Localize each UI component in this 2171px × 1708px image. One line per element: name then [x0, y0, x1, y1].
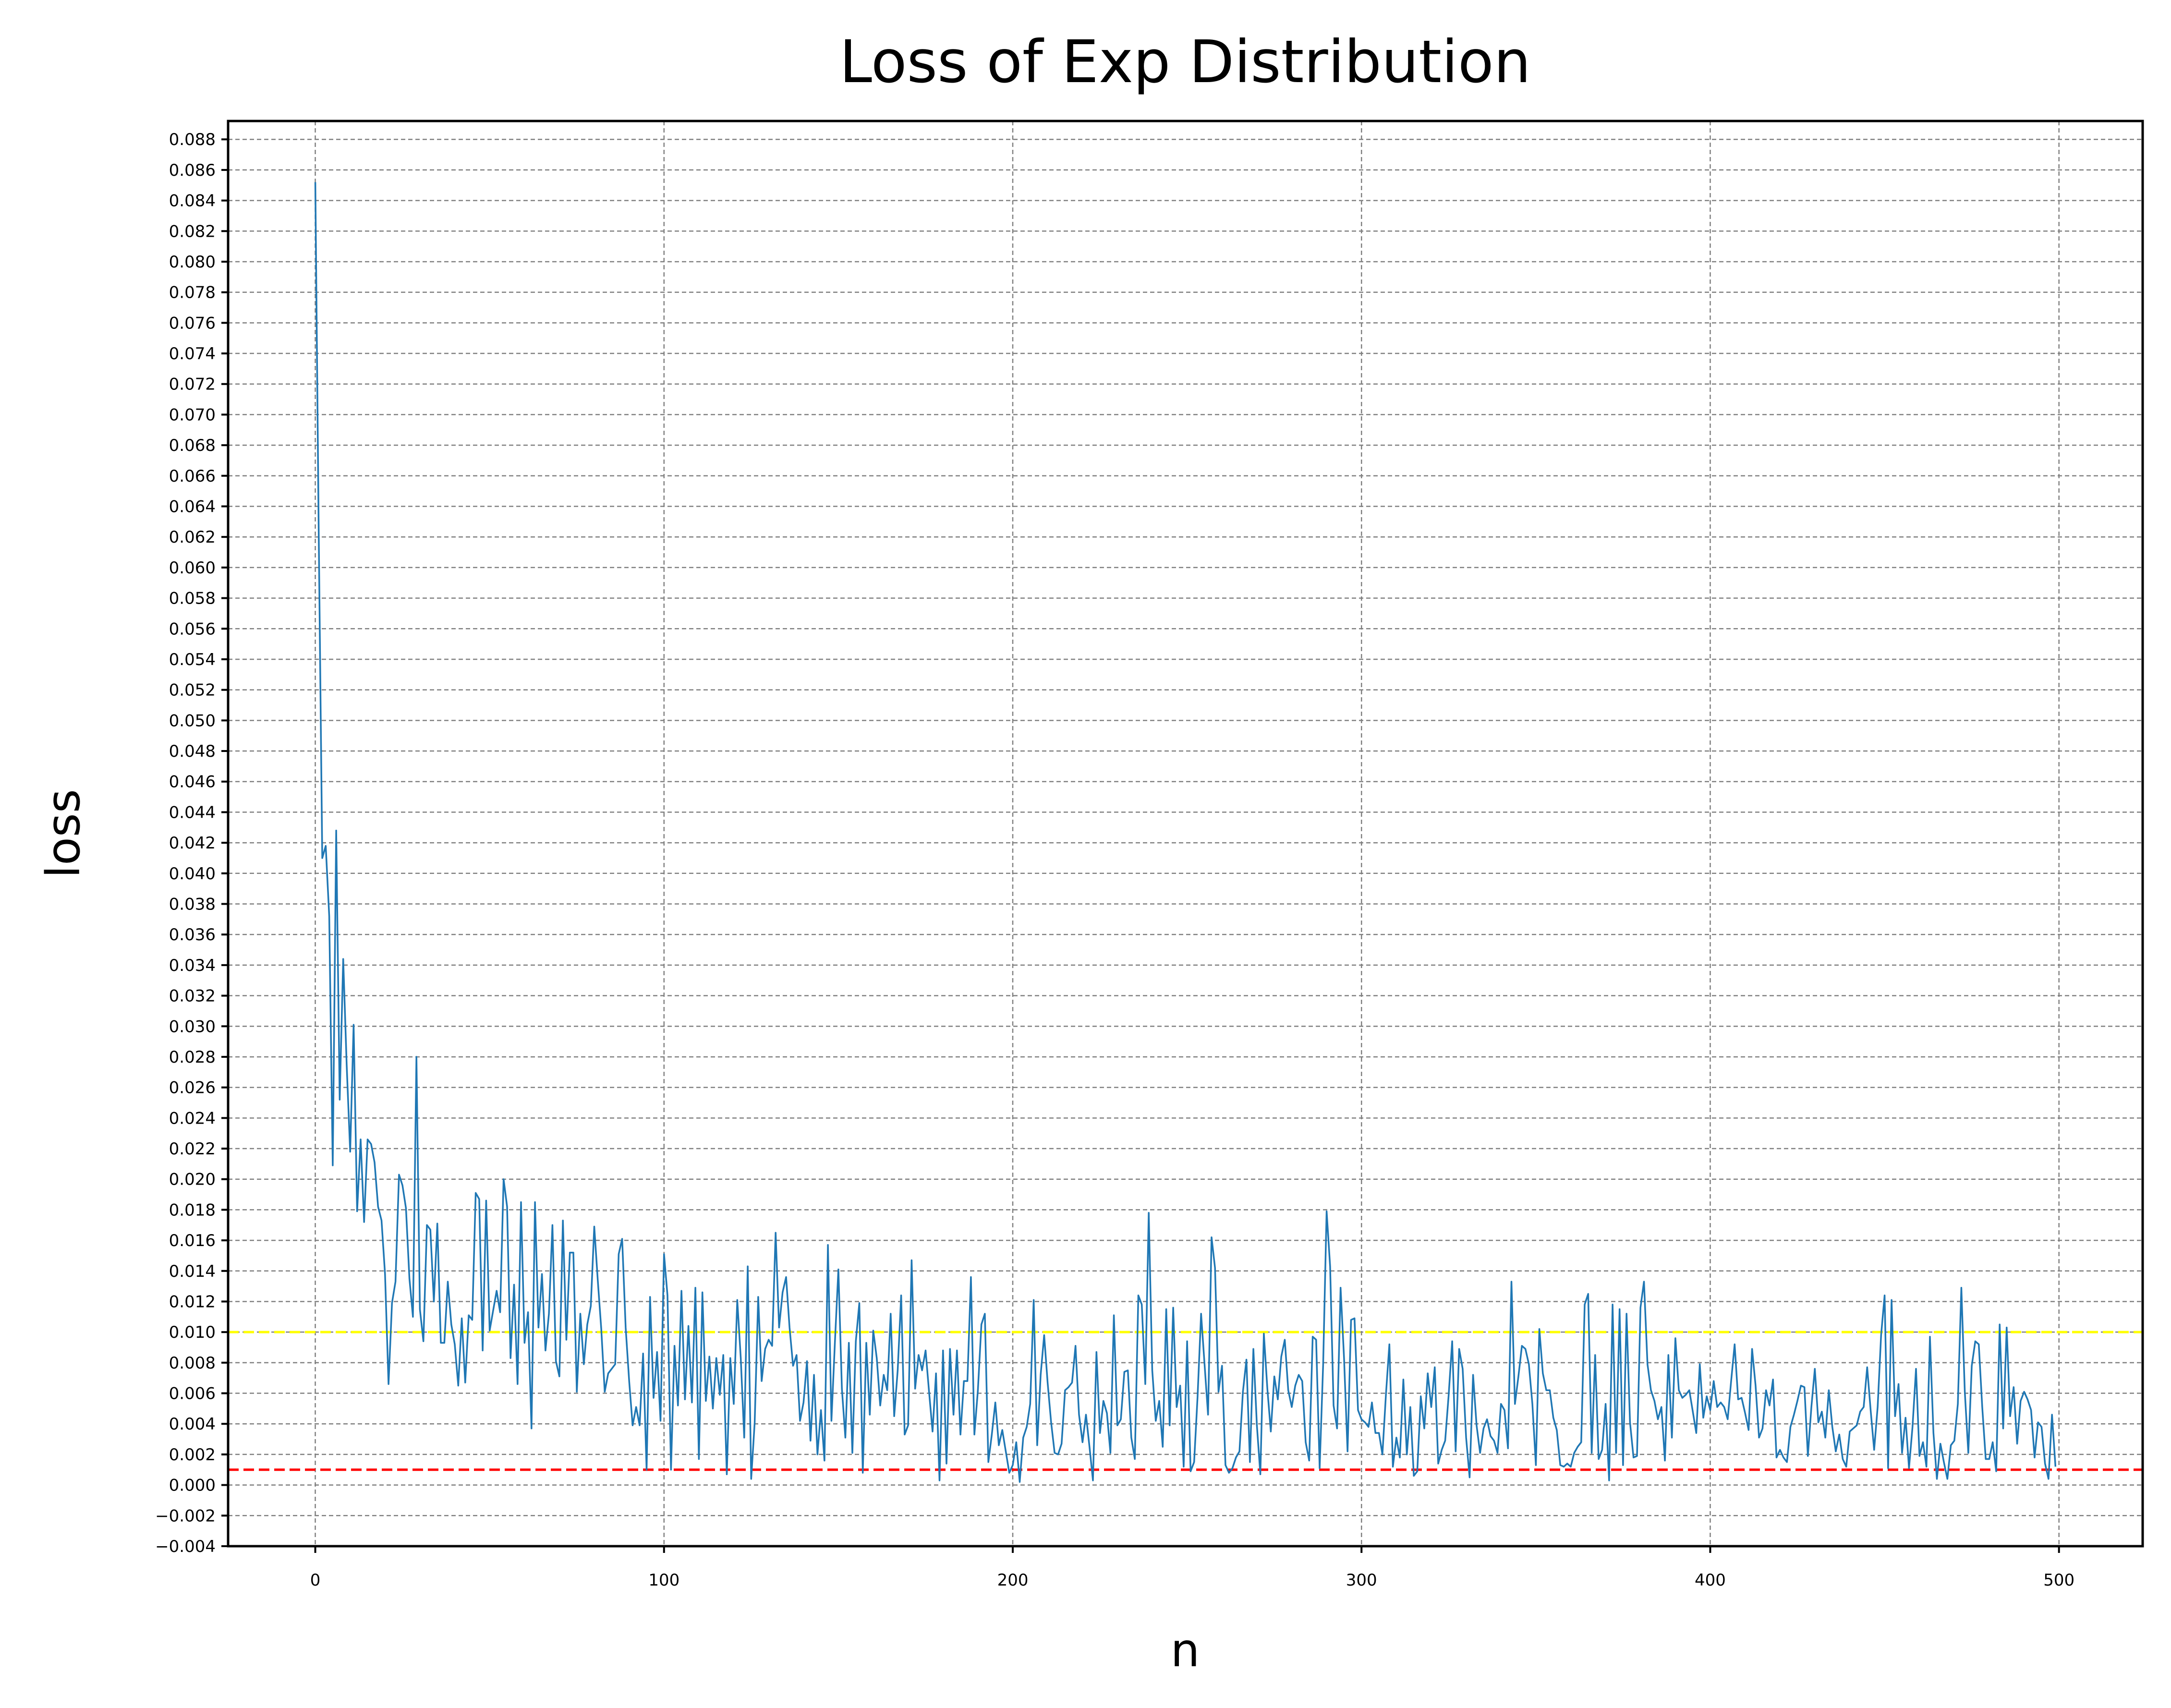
y-tick-label: 0.054	[169, 650, 216, 669]
y-tick-label: 0.082	[169, 222, 216, 241]
y-tick-label: 0.022	[169, 1139, 216, 1159]
y-tick-label: 0.026	[169, 1078, 216, 1098]
x-tick-label: 200	[997, 1571, 1029, 1590]
y-tick-label: −0.002	[155, 1506, 216, 1526]
y-tick-label: 0.084	[169, 192, 216, 211]
y-tick-label: 0.046	[169, 773, 216, 792]
y-tick-label: 0.050	[169, 711, 216, 730]
x-tick-label: 400	[1695, 1571, 1726, 1590]
y-tick-label: 0.034	[169, 956, 216, 975]
y-tick-label: 0.012	[169, 1292, 216, 1311]
y-tick-label: 0.008	[169, 1354, 216, 1373]
y-tick-label: 0.074	[169, 344, 216, 363]
y-tick-label: 0.070	[169, 405, 216, 424]
y-tick-label: 0.030	[169, 1017, 216, 1036]
y-tick-label: 0.078	[169, 283, 216, 303]
y-tick-label: 0.004	[169, 1415, 216, 1434]
y-tick-label: 0.002	[169, 1445, 216, 1465]
y-tick-label: 0.032	[169, 987, 216, 1006]
y-tick-label: 0.014	[169, 1262, 216, 1281]
y-tick-label: 0.006	[169, 1384, 216, 1404]
y-tick-label: 0.086	[169, 161, 216, 180]
y-tick-label: 0.016	[169, 1231, 216, 1250]
y-tick-label: 0.048	[169, 742, 216, 761]
y-tick-label: 0.088	[169, 130, 216, 149]
chart-title: Loss of Exp Distribution	[839, 28, 1531, 96]
x-tick-label: 100	[648, 1571, 679, 1590]
y-tick-label: 0.038	[169, 895, 216, 914]
y-tick-label: 0.060	[169, 558, 216, 578]
y-tick-label: 0.076	[169, 314, 216, 333]
y-tick-label: 0.058	[169, 589, 216, 608]
x-tick-label: 0	[310, 1571, 321, 1590]
y-tick-label: 0.024	[169, 1109, 216, 1128]
y-tick-label: 0.042	[169, 834, 216, 853]
y-tick-label: 0.020	[169, 1170, 216, 1189]
y-tick-label: 0.056	[169, 619, 216, 639]
y-tick-label: 0.000	[169, 1476, 216, 1495]
y-tick-label: −0.004	[155, 1537, 216, 1556]
y-tick-label: 0.066	[169, 467, 216, 486]
y-tick-label: 0.018	[169, 1200, 216, 1220]
y-tick-label: 0.052	[169, 681, 216, 700]
y-tick-label: 0.062	[169, 528, 216, 547]
y-axis-label: loss	[36, 789, 90, 878]
y-tick-label: 0.044	[169, 803, 216, 822]
y-tick-label: 0.010	[169, 1323, 216, 1342]
y-tick-label: 0.072	[169, 375, 216, 394]
y-tick-label: 0.028	[169, 1048, 216, 1067]
y-tick-label: 0.064	[169, 497, 216, 517]
x-tick-label: 300	[1346, 1571, 1377, 1590]
y-tick-label: 0.068	[169, 436, 216, 455]
x-axis-label: n	[1171, 1623, 1200, 1677]
y-tick-label: 0.080	[169, 253, 216, 272]
y-tick-label: 0.040	[169, 864, 216, 884]
x-tick-label: 500	[2043, 1571, 2074, 1590]
y-tick-label: 0.036	[169, 925, 216, 945]
